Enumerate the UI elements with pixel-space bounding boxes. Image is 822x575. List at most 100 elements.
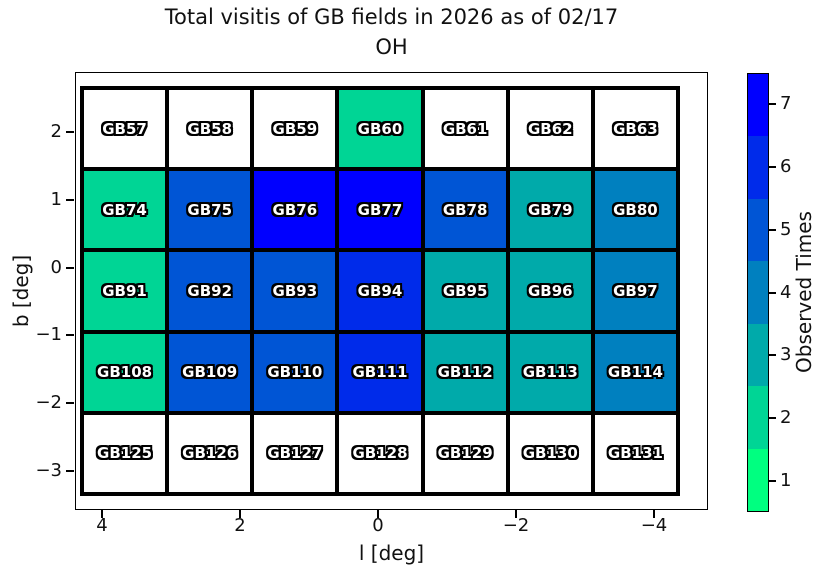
y-tick-label: −1 bbox=[35, 324, 62, 346]
x-tick-mark bbox=[101, 510, 103, 518]
x-tick-label: −2 bbox=[502, 515, 530, 536]
field-label: GB109 bbox=[182, 363, 238, 382]
y-tick-mark bbox=[66, 470, 74, 472]
field-label: GB112 bbox=[437, 363, 493, 382]
field-label: GB131 bbox=[607, 444, 663, 463]
colorbar-tick-label: 2 bbox=[780, 407, 792, 429]
field-cell-GB74: GB74 bbox=[84, 171, 166, 249]
x-tick-label: 0 bbox=[372, 515, 384, 536]
colorbar-band-6 bbox=[748, 136, 768, 199]
field-label: GB110 bbox=[267, 363, 323, 382]
field-label: GB128 bbox=[352, 444, 408, 463]
field-label: GB92 bbox=[187, 281, 233, 300]
field-label: GB93 bbox=[272, 281, 318, 300]
field-cell-GB114: GB114 bbox=[594, 333, 676, 411]
y-tick-label: 0 bbox=[50, 256, 62, 278]
field-cell-GB130: GB130 bbox=[509, 414, 591, 492]
field-label: GB96 bbox=[527, 281, 573, 300]
field-cell-GB93: GB93 bbox=[254, 252, 336, 330]
field-label: GB91 bbox=[102, 281, 147, 300]
field-cell-GB60: GB60 bbox=[339, 90, 421, 168]
field-cell-GB58: GB58 bbox=[169, 90, 251, 168]
field-label: GB60 bbox=[357, 119, 403, 138]
field-label: GB78 bbox=[442, 200, 488, 219]
x-axis-label: l [deg] bbox=[358, 541, 425, 565]
field-cell-GB127: GB127 bbox=[254, 414, 336, 492]
field-cell-GB108: GB108 bbox=[84, 333, 166, 411]
y-tick-label: 2 bbox=[50, 121, 62, 143]
field-cell-GB126: GB126 bbox=[169, 414, 251, 492]
field-label: GB127 bbox=[267, 444, 323, 463]
field-label: GB76 bbox=[272, 200, 318, 219]
field-label: GB95 bbox=[442, 281, 488, 300]
field-cell-GB125: GB125 bbox=[84, 414, 166, 492]
y-tick-mark bbox=[66, 334, 74, 337]
field-cell-GB129: GB129 bbox=[424, 414, 506, 492]
colorbar-band-3 bbox=[748, 323, 768, 387]
field-label: GB74 bbox=[102, 200, 147, 219]
field-label: GB114 bbox=[607, 363, 663, 382]
field-cell-GB131: GB131 bbox=[594, 414, 676, 492]
colorbar-tick-label: 3 bbox=[780, 344, 792, 366]
field-cell-GB78: GB78 bbox=[424, 171, 506, 249]
colorbar-band-2 bbox=[748, 386, 768, 449]
field-label: GB94 bbox=[357, 281, 403, 300]
colorbar-band-5 bbox=[748, 198, 768, 262]
field-cell-GB94: GB94 bbox=[339, 252, 421, 330]
chart-title-line2: OH bbox=[375, 35, 408, 59]
colorbar-tick-mark bbox=[769, 291, 776, 294]
field-label: GB125 bbox=[97, 444, 153, 463]
x-tick-label: 4 bbox=[96, 515, 108, 536]
x-tick-mark bbox=[239, 510, 241, 518]
colorbar-tick-mark bbox=[769, 228, 776, 231]
field-label: GB62 bbox=[527, 119, 573, 138]
field-cell-GB97: GB97 bbox=[594, 252, 676, 330]
colorbar-tick-label: 4 bbox=[780, 281, 792, 303]
x-tick-label: 2 bbox=[234, 515, 246, 536]
field-label: GB75 bbox=[187, 200, 233, 219]
colorbar-tick-mark bbox=[769, 103, 776, 106]
field-cell-GB91: GB91 bbox=[84, 252, 166, 330]
field-cell-GB79: GB79 bbox=[509, 171, 591, 249]
y-tick-mark bbox=[66, 266, 74, 269]
field-cell-GB61: GB61 bbox=[424, 90, 506, 168]
chart-title-line1: Total visitis of GB fields in 2026 as of… bbox=[164, 5, 619, 29]
field-cell-GB110: GB110 bbox=[254, 333, 336, 411]
field-cell-GB80: GB80 bbox=[594, 171, 676, 249]
field-label: GB57 bbox=[102, 119, 147, 138]
field-cell-GB113: GB113 bbox=[509, 333, 591, 411]
field-cell-GB96: GB96 bbox=[509, 252, 591, 330]
field-cell-GB128: GB128 bbox=[339, 414, 421, 492]
colorbar-tick-label: 7 bbox=[780, 93, 792, 115]
field-cell-GB59: GB59 bbox=[254, 90, 336, 168]
colorbar-tick-label: 6 bbox=[780, 156, 792, 178]
field-label: GB61 bbox=[442, 119, 488, 138]
colorbar-label: Observed Times bbox=[792, 211, 816, 373]
colorbar-band-1 bbox=[748, 448, 768, 511]
field-label: GB79 bbox=[527, 200, 573, 219]
x-tick-label: −4 bbox=[640, 515, 668, 536]
colorbar-tick-mark bbox=[769, 354, 776, 357]
field-label: GB77 bbox=[357, 200, 403, 219]
field-label: GB80 bbox=[613, 200, 658, 219]
x-tick-mark bbox=[377, 510, 379, 518]
field-cell-GB112: GB112 bbox=[424, 333, 506, 411]
colorbar-tick-mark bbox=[769, 166, 776, 169]
field-cell-GB77: GB77 bbox=[339, 171, 421, 249]
field-label: GB108 bbox=[97, 363, 153, 382]
colorbar-tick-mark bbox=[769, 416, 776, 419]
field-label: GB58 bbox=[187, 119, 233, 138]
field-cell-GB109: GB109 bbox=[169, 333, 251, 411]
y-tick-label: 1 bbox=[50, 188, 62, 210]
field-label: GB111 bbox=[352, 363, 408, 382]
field-label: GB97 bbox=[613, 281, 658, 300]
field-cell-GB92: GB92 bbox=[169, 252, 251, 330]
x-tick-mark bbox=[515, 510, 517, 518]
field-cell-GB111: GB111 bbox=[339, 333, 421, 411]
field-cell-GB76: GB76 bbox=[254, 171, 336, 249]
field-label: GB126 bbox=[182, 444, 238, 463]
y-tick-mark bbox=[66, 402, 74, 405]
field-cell-GB95: GB95 bbox=[424, 252, 506, 330]
colorbar-tick-label: 5 bbox=[780, 218, 792, 240]
